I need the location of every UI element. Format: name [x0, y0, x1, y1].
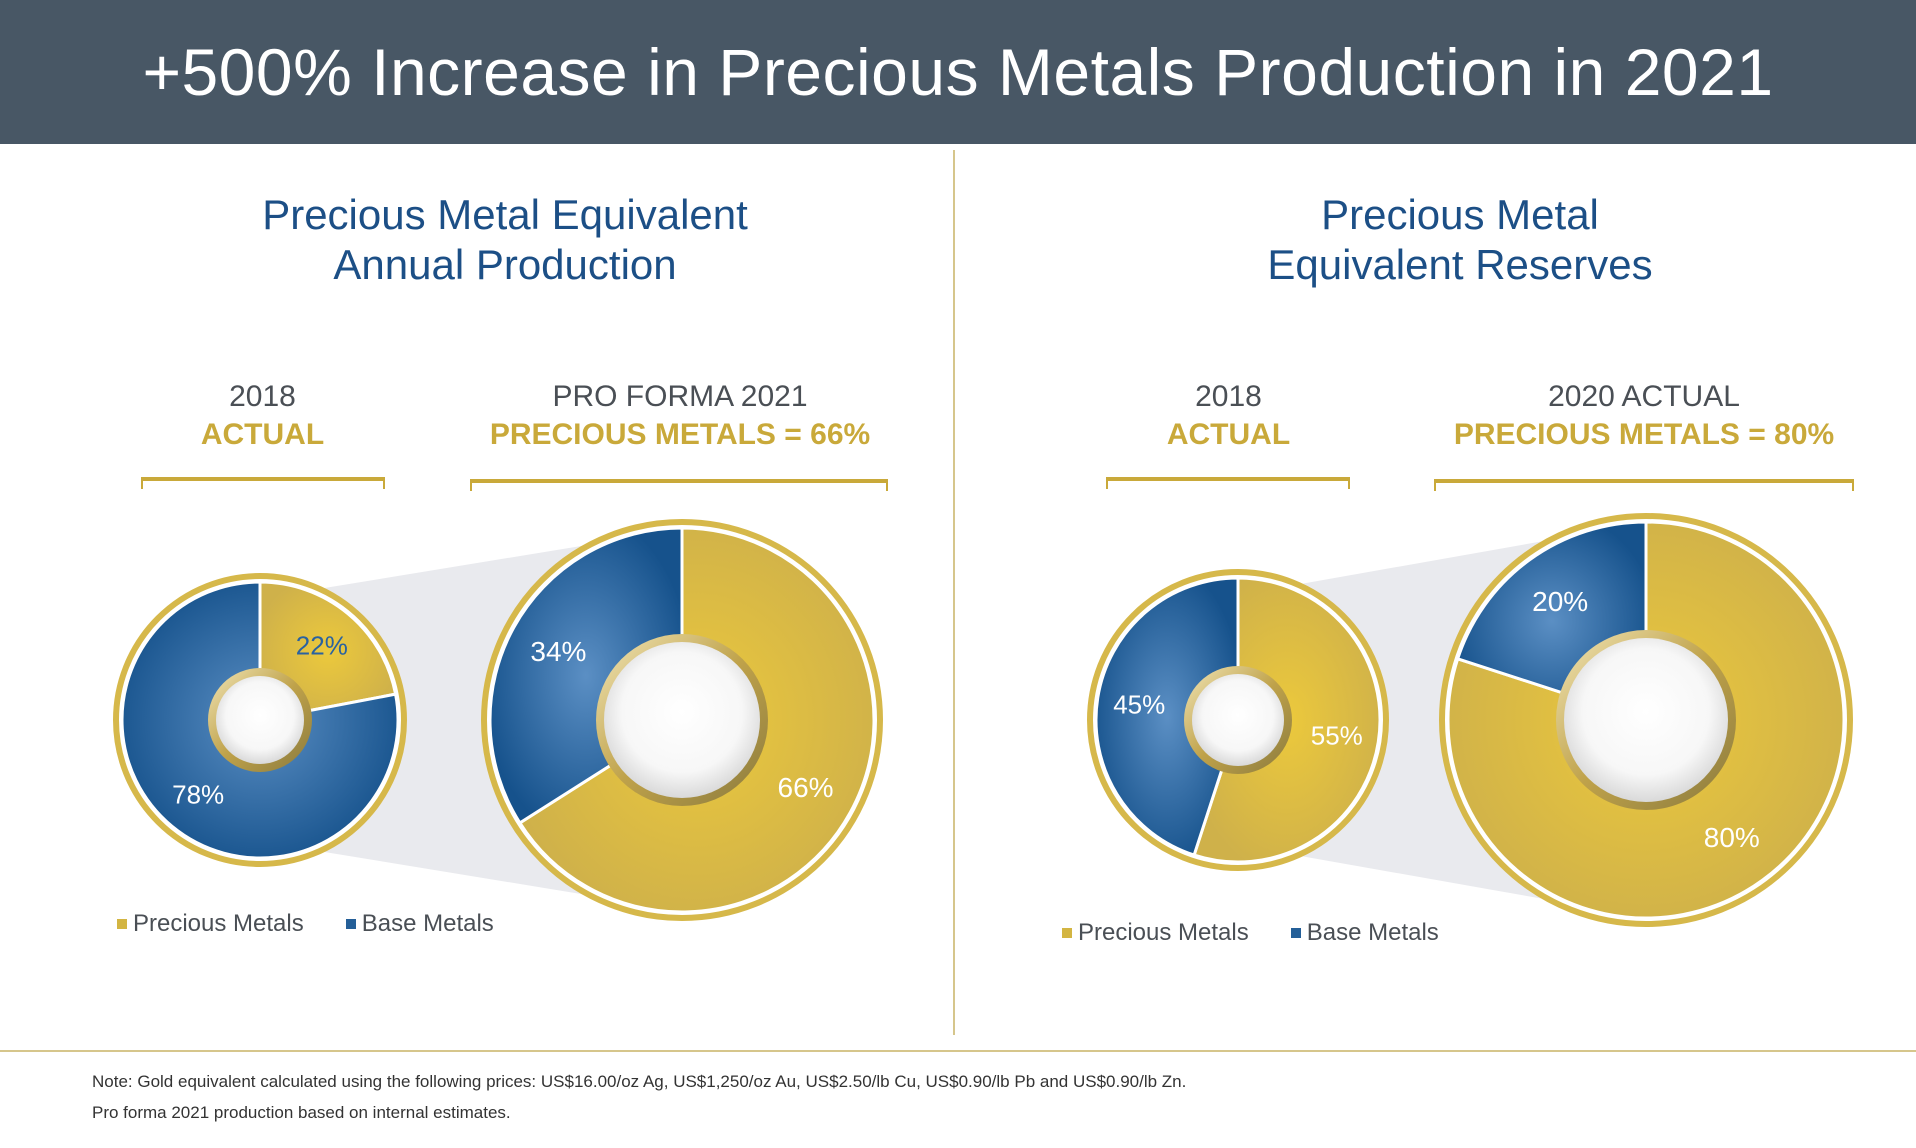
legend-label-precious: Precious Metals [133, 910, 304, 937]
legend-swatch-base-right [1290, 928, 1301, 938]
legend-item-base: Base Metals [345, 910, 494, 938]
pie-2020-reserves-label-base: 20% [1532, 586, 1588, 617]
footer-divider [0, 1050, 1916, 1052]
legend-swatch-precious [117, 919, 127, 929]
right-subtitle-2020-precious: PRECIOUS METALS = 80% [1453, 418, 1835, 451]
right-panel-title-line1: Precious Metal [1321, 191, 1599, 238]
left-subtitle-2018-year: 2018 [229, 380, 296, 413]
right-panel-title-line2: Equivalent Reserves [1267, 241, 1653, 288]
left-legend: Precious Metals Base Metals [117, 910, 522, 938]
left-subtitle-2018: 2018 ACTUAL [140, 378, 385, 454]
left-subtitle-2021-label: PRO FORMA 2021 [552, 380, 808, 413]
page-title: +500% Increase in Precious Metals Produc… [142, 35, 1774, 109]
right-legend: Precious Metals Base Metals [1062, 919, 1467, 947]
left-bracket-2018 [141, 477, 385, 489]
header-bar: +500% Increase in Precious Metals Produc… [0, 0, 1916, 144]
right-subtitle-2020: 2020 ACTUAL PRECIOUS METALS = 80% [1434, 378, 1854, 454]
vertical-divider [953, 150, 955, 1035]
right-subtitle-2020-label: 2020 ACTUAL [1548, 380, 1740, 413]
left-panel-title-line1: Precious Metal Equivalent [262, 191, 748, 238]
pie-2020-reserves-hole [1564, 638, 1728, 802]
pie-2021-production: 66% 34% [481, 519, 883, 921]
right-bracket-2020 [1434, 479, 1854, 491]
pie-2020-reserves: 80% 20% [1439, 513, 1853, 927]
footnote-prices: Note: Gold equivalent calculated using t… [92, 1072, 1187, 1091]
right-bracket-2018 [1106, 477, 1350, 489]
legend-swatch-base [345, 919, 356, 929]
legend-label-precious-right: Precious Metals [1078, 919, 1249, 946]
legend-item-base-right: Base Metals [1290, 919, 1439, 947]
left-panel-title: Precious Metal Equivalent Annual Product… [100, 190, 910, 290]
pie-2021-production-hole [604, 642, 760, 798]
pie-2018-reserves-hole [1192, 674, 1284, 766]
legend-label-base-right: Base Metals [1306, 919, 1439, 946]
pie-2018-production-hole [216, 676, 304, 764]
pie-2018-reserves: 55% 45% [1087, 569, 1389, 871]
left-subtitle-2018-actual: ACTUAL [200, 418, 325, 451]
left-subtitle-2021: PRO FORMA 2021 PRECIOUS METALS = 66% [470, 378, 890, 454]
pie-2018-reserves-label-base: 45% [1113, 689, 1165, 719]
left-bracket-2021 [470, 479, 888, 491]
right-subtitle-2018: 2018 ACTUAL [1106, 378, 1351, 454]
left-subtitle-2021-precious: PRECIOUS METALS = 66% [489, 418, 871, 451]
pie-2020-reserves-label-precious: 80% [1704, 822, 1760, 853]
right-subtitle-2018-year: 2018 [1195, 380, 1262, 413]
legend-swatch-precious-right [1062, 928, 1072, 938]
right-panel-title: Precious Metal Equivalent Reserves [1000, 190, 1916, 290]
pie-2018-production-label-precious: 22% [296, 630, 348, 660]
pie-2018-production-label-base: 78% [172, 780, 224, 810]
legend-label-base: Base Metals [361, 910, 494, 937]
footnote-proforma: Pro forma 2021 production based on inter… [92, 1103, 511, 1122]
pie-2018-reserves-slice-base [1094, 576, 1240, 857]
pie-2021-production-label-base: 34% [530, 636, 586, 667]
pie-2018-production: 22% 78% [113, 573, 407, 867]
pie-2021-production-label-precious: 66% [778, 772, 834, 803]
legend-item-precious: Precious Metals [117, 910, 304, 938]
right-subtitle-2018-actual: ACTUAL [1166, 418, 1291, 451]
pie-2018-reserves-label-precious: 55% [1311, 721, 1363, 751]
left-panel-title-line2: Annual Production [333, 241, 677, 288]
legend-item-precious-right: Precious Metals [1062, 919, 1249, 947]
